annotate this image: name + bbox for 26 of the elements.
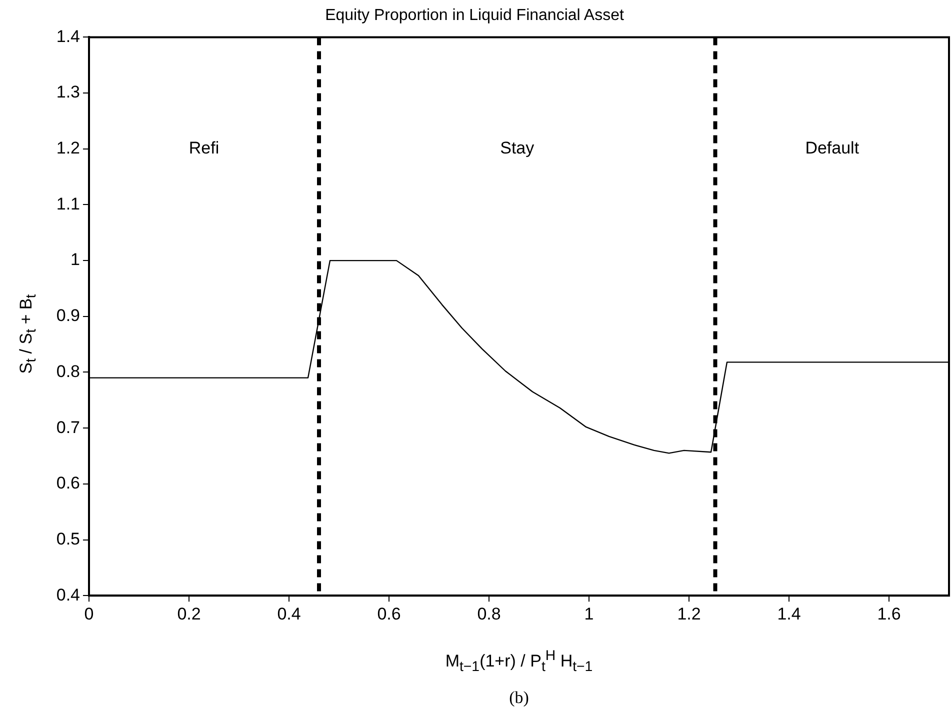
x-tick-label: 0.2 (177, 604, 201, 624)
y-tick-label: 1.2 (56, 138, 80, 158)
y-tick-label: 1.3 (56, 82, 80, 102)
y-tick-label: 0.6 (56, 474, 80, 493)
x-tick-label: 1.4 (777, 604, 801, 624)
annotation: Stay (500, 138, 535, 158)
x-axis-title: M$_{t−1}$(1+r) / P$_{t}$$^{H}$ H$_{t−1}$ (445, 648, 593, 676)
x-tick-label: 0.8 (477, 604, 501, 624)
x-tick-label: 1.6 (877, 604, 901, 624)
x-tick-label: 0 (84, 604, 94, 624)
x-tick-label: 1 (584, 604, 594, 624)
y-tick-label: 0.9 (56, 306, 80, 326)
y-tick-label: 0.5 (56, 529, 80, 548)
text: (b) (509, 688, 529, 708)
x-tick-label: 1.2 (677, 604, 701, 624)
y-tick-label: 0.7 (56, 418, 80, 437)
x-tick-label: 0.4 (277, 604, 301, 624)
y-tick-label: 1.1 (56, 194, 80, 214)
y-tick-label: 0.4 (56, 585, 80, 604)
chart-title: Equity Proportion in Liquid Financial Asset (325, 7, 624, 24)
annotation: Refi (188, 138, 220, 158)
y-tick-label: 0.8 (56, 362, 80, 381)
y-tick-label: 1.4 (56, 26, 80, 46)
y-tick-label: 1 (70, 250, 80, 270)
annotation: Default (805, 138, 860, 158)
x-tick-label: 0.6 (377, 604, 401, 624)
